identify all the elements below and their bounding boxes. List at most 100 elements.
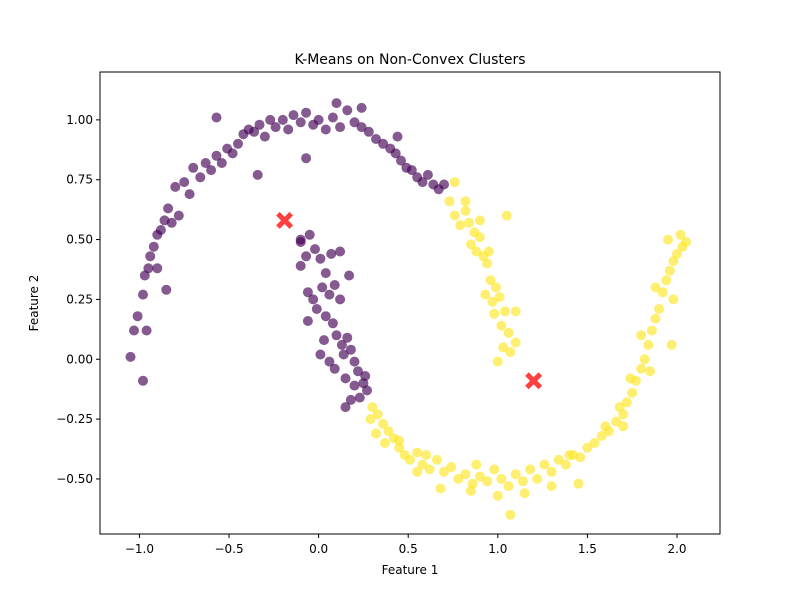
cluster-2-point	[474, 215, 485, 226]
centroid-layer	[276, 211, 543, 390]
cluster-2-point	[666, 339, 677, 350]
cluster-2-point	[383, 426, 394, 437]
cluster-2-point	[480, 289, 491, 300]
cluster-2-point	[500, 306, 510, 317]
cluster-1-point	[211, 112, 222, 123]
cluster-1-point	[338, 349, 349, 360]
cluster-2-point	[505, 509, 516, 520]
cluster-1-point	[331, 98, 342, 109]
cluster-1-point	[152, 263, 163, 274]
cluster-1-point	[378, 138, 389, 149]
cluster-2-point	[453, 473, 464, 484]
cluster-2-point	[492, 490, 503, 501]
cluster-2-point	[444, 196, 455, 207]
cluster-2-point	[412, 447, 423, 458]
cluster-2-point	[672, 248, 682, 259]
y-tick-label: −0.50	[56, 472, 93, 486]
cluster-2-point	[455, 220, 466, 231]
cluster-1-point	[138, 375, 148, 386]
cluster-2-point	[645, 366, 656, 377]
cluster-1-point	[227, 148, 238, 159]
cluster-1-point	[315, 253, 326, 264]
cluster-2-point	[501, 210, 512, 221]
cluster-1-point	[148, 241, 159, 252]
cluster-1-point	[288, 110, 299, 121]
cluster-2-point	[489, 308, 500, 319]
cluster-1-point	[340, 402, 351, 413]
cluster-1-point	[166, 217, 177, 228]
cluster-1-point	[310, 244, 320, 255]
cluster-1-point	[304, 229, 315, 240]
cluster-1-point	[138, 289, 148, 300]
cluster-2-point	[485, 275, 496, 286]
points-layer	[125, 98, 691, 520]
cluster-2-point	[379, 438, 390, 448]
cluster-1-point	[179, 177, 190, 188]
cluster-1-point	[392, 131, 403, 142]
chart-title: K-Means on Non-Convex Clusters	[294, 52, 525, 68]
cluster-1-point	[265, 114, 276, 125]
cluster-2-point	[532, 473, 543, 484]
cluster-2-point	[663, 234, 673, 245]
cluster-2-point	[439, 466, 449, 477]
cluster-2-point	[650, 282, 661, 293]
cluster-1-point	[163, 203, 174, 214]
cluster-1-point	[349, 356, 360, 367]
cluster-2-point	[596, 430, 607, 441]
y-tick-label: 0.75	[66, 173, 93, 187]
cluster-2-point	[431, 454, 442, 465]
cluster-1-point	[327, 318, 338, 329]
cluster-2-point	[525, 464, 536, 475]
cluster-2-point	[618, 421, 629, 432]
cluster-1-point	[356, 102, 367, 113]
cluster-1-point	[329, 363, 340, 374]
cluster-1-point	[125, 351, 136, 362]
cluster-1-point	[295, 234, 306, 245]
cluster-2-point	[482, 476, 493, 487]
cluster-2-point	[491, 282, 501, 293]
cluster-2-point	[367, 402, 378, 413]
cluster-1-point	[342, 105, 353, 116]
cluster-1-point	[313, 114, 324, 125]
cluster-1-point	[327, 112, 338, 123]
cluster-2-point	[654, 304, 665, 314]
cluster-1-point	[353, 366, 363, 377]
cluster-2-point	[483, 246, 494, 257]
y-tick-label: 0.25	[66, 292, 93, 306]
y-tick-label: 0.00	[66, 352, 93, 366]
cluster-2-point	[560, 459, 571, 470]
cluster-1-point	[422, 169, 433, 180]
cluster-1-point	[345, 344, 356, 355]
x-tick-label: −1.0	[125, 542, 154, 556]
cluster-2-point	[482, 258, 493, 269]
cluster-1-point	[141, 325, 152, 336]
x-tick-label: 1.0	[488, 542, 507, 556]
y-tick-label: 1.00	[66, 113, 93, 127]
centroid-marker	[276, 211, 294, 229]
cluster-1-point	[349, 380, 360, 391]
cluster-2-point	[575, 452, 586, 463]
cluster-2-point	[487, 296, 498, 307]
cluster-2-point	[412, 466, 423, 477]
cluster-2-point	[611, 416, 622, 427]
cluster-2-point	[668, 294, 679, 305]
cluster-2-point	[498, 342, 509, 353]
cluster-1-point	[324, 289, 335, 300]
cluster-2-point	[424, 464, 435, 475]
cluster-1-point	[143, 263, 154, 274]
cluster-1-point	[362, 385, 372, 396]
cluster-2-point	[417, 459, 428, 470]
cluster-1-point	[331, 330, 342, 341]
cluster-2-point	[625, 373, 636, 384]
x-tick-label: 1.5	[578, 542, 597, 556]
cluster-1-point	[335, 122, 346, 133]
cluster-1-point	[326, 248, 337, 259]
cluster-1-point	[439, 179, 449, 190]
cluster-1-point	[252, 169, 263, 180]
cluster-1-point	[319, 335, 329, 346]
cluster-2-point	[553, 454, 564, 465]
x-axis: −1.0 −0.5 0.0 0.5 1.0 1.5 2.0	[125, 534, 687, 556]
cluster-1-point	[184, 189, 195, 200]
cluster-1-point	[302, 287, 313, 298]
